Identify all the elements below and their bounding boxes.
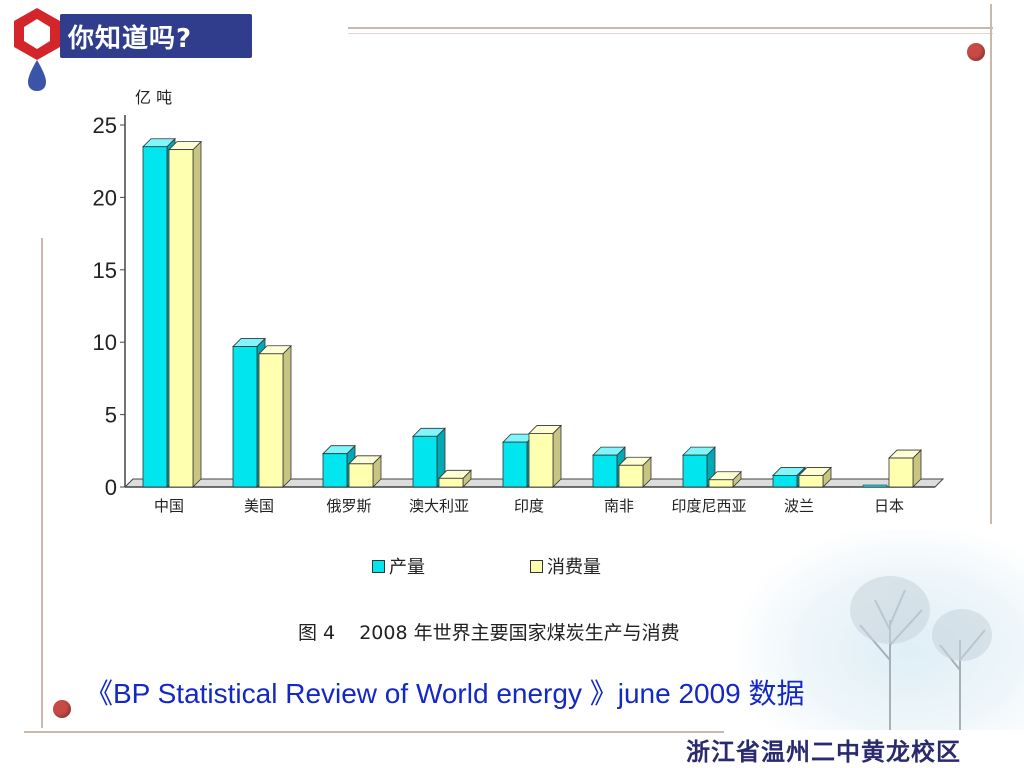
- bar-production: [232, 346, 258, 488]
- did-you-know-badge: 你知道吗?: [60, 14, 252, 58]
- y-tick-label: 25: [93, 113, 117, 138]
- y-axis-label: 亿 吨: [135, 88, 172, 107]
- bar-production: [502, 441, 528, 488]
- x-tick-label: 南非: [604, 497, 634, 515]
- bar-consumption: [528, 433, 554, 488]
- bar-consumption: [258, 353, 284, 488]
- legend-label-consumption: 消费量: [547, 557, 601, 578]
- logo-icon: [14, 8, 60, 91]
- bar-production: [412, 435, 438, 488]
- bar-consumption: [798, 475, 824, 488]
- x-tick-label: 波兰: [784, 497, 814, 515]
- x-tick-label: 澳大利亚: [409, 497, 469, 515]
- x-tick-label: 俄罗斯: [326, 497, 371, 515]
- y-tick-label: 0: [105, 475, 117, 500]
- y-tick-label: 20: [93, 185, 117, 210]
- frame-top-line: [348, 27, 993, 29]
- frame-top-line-inner: [348, 33, 993, 34]
- bar-production: [322, 453, 348, 488]
- bar-consumption: [618, 464, 644, 488]
- frame-bottom-line: [24, 731, 724, 733]
- tree-illustration: [740, 530, 1024, 730]
- chart-caption: 图 4 2008 年世界主要国家煤炭生产与消费: [298, 618, 680, 645]
- decorative-dot-bottom-left: [53, 700, 71, 718]
- caption-number: 图 4: [298, 622, 336, 644]
- frame-left-line: [41, 238, 43, 728]
- bar-consumption: [888, 457, 914, 488]
- bar-side-consumption: [282, 344, 292, 488]
- x-tick-label: 印度: [514, 497, 544, 515]
- school-name: 浙江省温州二中黄龙校区: [686, 737, 961, 766]
- frame-right-line: [990, 4, 992, 524]
- bar-side-consumption: [192, 140, 202, 488]
- y-tick-label: 10: [93, 330, 117, 355]
- x-tick-label: 中国: [154, 497, 184, 515]
- y-tick-label: 5: [105, 403, 117, 428]
- bar-production: [862, 484, 888, 488]
- source-text: 《BP Statistical Review of World energy 》…: [85, 678, 805, 709]
- bar-production: [592, 454, 618, 488]
- coal-chart: 0 5 10 15 20 25 亿 吨中国 美国 俄罗斯 澳大利亚 印度 南非 印度尼西亚 波兰 日本: [93, 88, 945, 515]
- legend-item-production: 产量: [372, 553, 425, 579]
- bar-consumption: [168, 149, 194, 488]
- bar-consumption: [348, 463, 374, 488]
- legend-swatch-production: [372, 559, 385, 573]
- caption-text: 2008 年世界主要国家煤炭生产与消费: [359, 622, 680, 644]
- bar-side-consumption: [552, 424, 562, 488]
- x-tick-label: 日本: [874, 497, 904, 515]
- legend-item-consumption: 消费量: [530, 553, 601, 579]
- y-tick-label: 15: [93, 258, 117, 283]
- decorative-dot-top-right: [967, 43, 985, 61]
- bar-production: [142, 146, 168, 488]
- x-tick-label: 美国: [244, 497, 274, 515]
- bar-consumption: [708, 479, 734, 488]
- bar-production: [772, 475, 798, 488]
- bar-production: [682, 454, 708, 488]
- bar-consumption: [438, 477, 464, 488]
- x-tick-label: 印度尼西亚: [671, 497, 746, 515]
- legend-label-production: 产量: [389, 557, 425, 578]
- legend-swatch-consumption: [530, 559, 543, 573]
